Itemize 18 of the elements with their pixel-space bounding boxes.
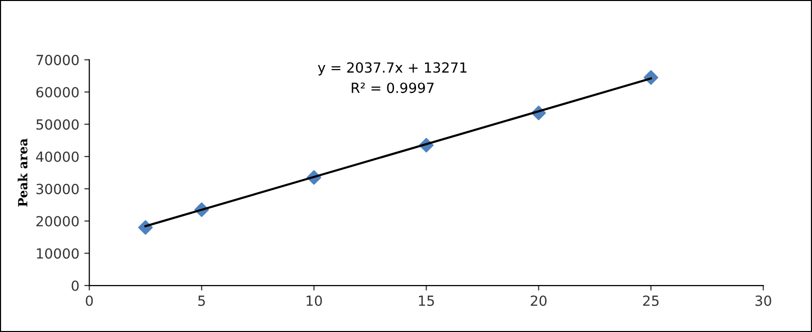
- x-tick-label: 5: [198, 296, 205, 306]
- y-tick-label: 0: [72, 280, 79, 291]
- annotation: y = 2037.7x + 13271: [318, 62, 466, 76]
- x-tick-label: 0: [86, 295, 93, 306]
- annotation: R² = 0.9997: [352, 82, 434, 94]
- y-tick-label: 20000: [36, 216, 79, 226]
- y-tick-label: 50000: [36, 119, 79, 130]
- x-tick-label: 30: [756, 295, 772, 306]
- y-tick-label: 10000: [36, 248, 79, 259]
- y-tick-label: 30000: [36, 184, 79, 194]
- x-tick-label: 15: [418, 296, 434, 306]
- y-tick-label: 60000: [36, 86, 79, 98]
- y-tick-label: 70000: [36, 54, 79, 66]
- x-tick-label: 25: [643, 295, 659, 306]
- y-axis-title: Peak area: [18, 138, 28, 206]
- x-tick-label: 20: [530, 295, 547, 306]
- x-tick-label: 10: [306, 295, 322, 306]
- y-tick-label: 40000: [36, 151, 79, 162]
